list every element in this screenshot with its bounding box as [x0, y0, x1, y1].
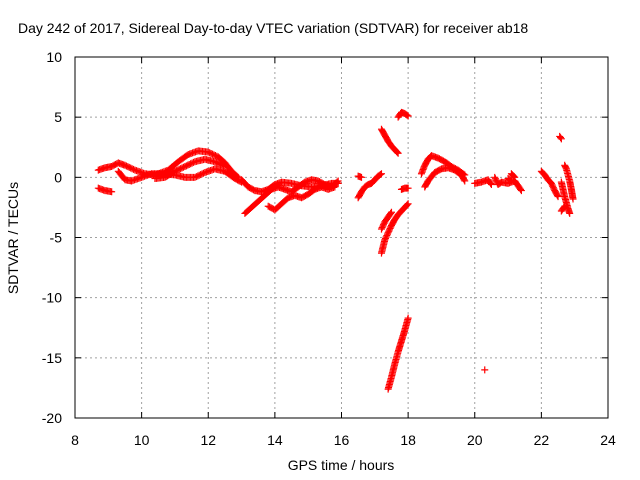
data-point: [517, 187, 525, 195]
x-tick-label: 14: [267, 432, 283, 448]
series-trace-g: [264, 183, 339, 214]
data-point: [557, 134, 565, 142]
data-point: [517, 185, 525, 193]
series-outlier: [481, 366, 489, 374]
data-point: [376, 171, 384, 179]
series-trace-o: [384, 314, 412, 393]
data-point: [507, 177, 515, 185]
series-trace-z: [557, 202, 569, 215]
x-tick-label: 20: [467, 432, 483, 448]
series-trace-s: [491, 173, 525, 195]
series-trace-y: [561, 161, 577, 203]
series-trace-r: [471, 176, 495, 189]
data-point: [221, 163, 229, 171]
data-point: [394, 149, 402, 157]
data-point: [553, 191, 561, 199]
data-point: [387, 209, 395, 217]
x-axis-label: GPS time / hours: [288, 457, 395, 473]
series-trace-j: [377, 125, 402, 157]
x-tick-label: 24: [600, 432, 616, 448]
data-point: [569, 195, 577, 203]
x-tick-label: 12: [200, 432, 216, 448]
series-trace-m: [377, 208, 395, 233]
y-tick-label: 5: [54, 109, 62, 125]
data-point: [506, 176, 514, 184]
data-point: [404, 112, 412, 120]
series-trace-q: [421, 164, 469, 191]
data-point: [554, 193, 562, 201]
data-point: [331, 183, 339, 191]
chart-title: Day 242 of 2017, Sidereal Day-to-day VTE…: [18, 20, 528, 36]
y-axis-label: SDTVAR / TECUs: [5, 182, 21, 294]
data-point: [334, 177, 342, 185]
data-point: [487, 181, 495, 189]
data-point: [108, 188, 116, 196]
series-trace-v: [537, 167, 562, 201]
x-tick-label: 16: [334, 432, 350, 448]
x-tick-label: 18: [400, 432, 416, 448]
data-point: [561, 202, 569, 210]
series-trace-k: [394, 108, 412, 121]
x-tick-label: 22: [534, 432, 550, 448]
data-point: [403, 201, 411, 209]
y-tick-label: 10: [46, 49, 62, 65]
y-axis: -20 -15 -10 -5 0 5 10: [42, 49, 608, 426]
y-tick-label: -5: [50, 230, 63, 246]
data-point: [511, 173, 519, 181]
data-point: [333, 178, 341, 186]
data-point: [560, 203, 568, 211]
x-tick-label: 8: [71, 432, 79, 448]
series-trace-b: [94, 184, 116, 196]
data-point: [377, 170, 385, 178]
series-trace-d: [151, 155, 229, 183]
data-point: [510, 172, 518, 180]
x-axis: 8 10 12 14 16 18 20 22 24: [71, 57, 616, 448]
data-point: [403, 111, 411, 119]
data-point: [219, 162, 227, 170]
series-trace-x: [557, 178, 574, 217]
data-point: [404, 200, 412, 208]
series-trace-u: [504, 175, 515, 185]
series-trace-h: [354, 170, 385, 202]
data-point: [566, 209, 574, 217]
series-trace-w: [556, 132, 565, 143]
series-trace-i: [354, 172, 365, 181]
data-point: [404, 314, 412, 322]
y-tick-label: -10: [42, 290, 62, 306]
data-point: [557, 135, 565, 143]
series-trace-t: [507, 170, 519, 181]
data-point: [487, 179, 495, 187]
data-point: [357, 173, 365, 181]
x-tick-label: 10: [134, 432, 150, 448]
data-point: [387, 208, 395, 216]
series-trace-l: [377, 200, 412, 257]
y-tick-label: 0: [54, 169, 62, 185]
data-points: [94, 108, 577, 393]
data-point: [393, 148, 401, 156]
data-point: [460, 176, 468, 184]
data-point: [481, 366, 489, 374]
grid-lines: [75, 57, 608, 418]
y-tick-label: -15: [42, 350, 62, 366]
series-trace-n: [397, 184, 412, 193]
data-point: [404, 184, 412, 192]
y-tick-label: -20: [42, 410, 62, 426]
data-point: [461, 177, 469, 185]
